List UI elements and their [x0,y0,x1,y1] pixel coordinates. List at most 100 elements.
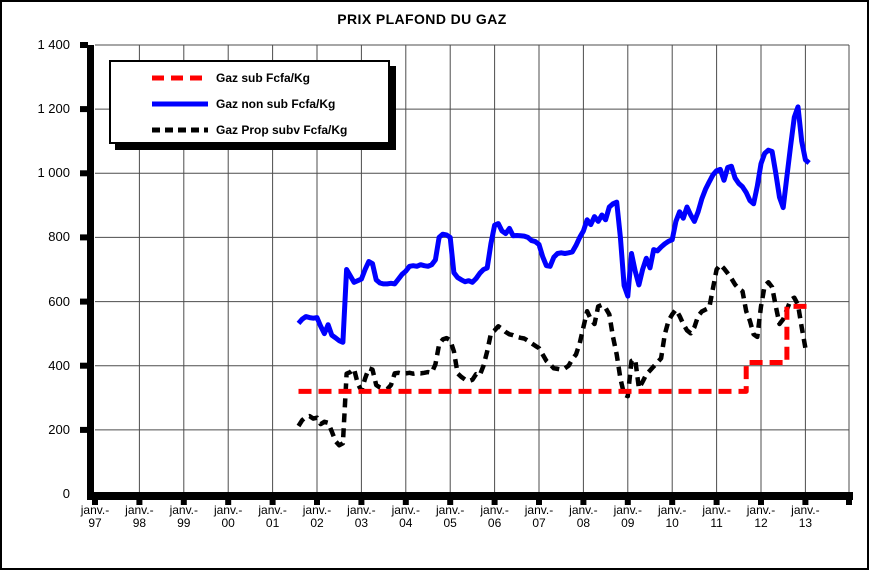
legend-label: Gaz Prop subv Fcfa/Kg [216,123,348,137]
legend-label: Gaz sub Fcfa/Kg [216,71,311,85]
x-tick-label-year: 97 [88,516,102,530]
x-axis-tick [136,499,143,505]
legend-label: Gaz non sub Fcfa/Kg [216,97,336,111]
y-axis-tick [80,42,88,48]
legend-item: Gaz Prop subv Fcfa/Kg [111,117,388,143]
x-tick-label: janv.- 00 [206,504,250,530]
x-tick-label-year: 08 [576,516,591,530]
x-tick-label-year: 01 [265,516,280,530]
x-axis-tick [314,499,320,505]
x-axis-tick [624,499,631,505]
x-axis-tick [536,499,542,505]
x-tick-label-year: 04 [399,516,413,530]
x-tick-label: janv.- 01 [251,504,295,530]
y-axis-tick [80,106,88,113]
x-tick-label-month: janv.- [746,503,776,517]
x-tick-label-month: janv.- [480,503,509,517]
x-tick-label-month: janv.- [213,503,243,517]
legend-line-sample [152,75,208,81]
x-axis-tick [491,499,498,505]
x-tick-label-year: 12 [754,516,768,530]
x-tick-label-year: 09 [621,516,635,530]
x-axis-bar [87,492,853,500]
x-tick-label-month: janv.- [302,503,332,517]
y-tick-label: 1 200 [37,101,70,117]
x-tick-label-year: 06 [487,516,502,530]
x-tick-label: janv.- 99 [162,504,206,530]
y-axis-tick [80,426,88,433]
y-axis-tick [80,298,88,305]
x-tick-label-month: janv.- [435,503,465,517]
x-tick-label: janv.- 03 [339,504,383,530]
x-axis-tick [402,499,409,505]
x-tick-label: janv.- 02 [295,504,339,530]
x-tick-label: janv.- 13 [783,504,827,530]
y-tick-label: 1 400 [37,37,70,52]
chart-title: PRIX PLAFOND DU GAZ [337,11,507,27]
y-tick-label: 600 [48,293,70,309]
x-tick-label-year: 05 [443,516,457,530]
y-tick-label: 0 [62,486,70,501]
x-axis-tick [802,499,809,505]
y-tick-label: 200 [48,421,70,437]
x-tick-label-month: janv.- [169,503,199,517]
x-tick-label: janv.- 08 [561,504,605,530]
x-axis-tick [92,499,98,505]
y-tick-label: 1 000 [37,165,70,181]
x-axis-tick [269,499,276,505]
x-tick-label: janv.- 07 [517,504,561,530]
legend-line-sample [152,101,208,107]
x-tick-label: janv.- 11 [695,504,739,530]
y-axis-bar [87,45,94,500]
x-tick-label-month: janv.- [569,503,598,517]
legend-item: Gaz sub Fcfa/Kg [111,65,388,91]
y-axis-tick [80,170,88,177]
x-axis-tick [180,499,187,505]
legend-item: Gaz non sub Fcfa/Kg [111,91,388,117]
x-tick-label: janv.- 09 [606,504,650,530]
x-tick-label-year: 10 [665,516,679,530]
x-tick-label: janv.- 97 [73,504,117,530]
x-tick-label-year: 13 [798,516,813,530]
x-tick-label: janv.- 05 [428,504,472,530]
x-tick-label-year: 03 [354,516,369,530]
x-tick-label-year: 02 [310,516,324,530]
x-tick-label-month: janv.- [657,503,687,517]
x-axis-tick [447,499,454,505]
x-tick-label-month: janv.- [791,503,820,517]
x-tick-label-month: janv.- [391,503,421,517]
y-tick-label: 800 [48,229,70,245]
x-tick-label-month: janv.- [347,503,376,517]
legend: Gaz sub Fcfa/Kg Gaz non sub Fcfa/Kg Gaz Pr… [109,60,390,144]
x-axis-tick [580,499,587,505]
x-tick-label-year: 00 [221,516,235,530]
x-tick-label-year: 98 [132,516,147,530]
x-axis-tick [758,499,764,505]
x-tick-label-year: 11 [710,516,723,530]
x-tick-label-year: 07 [532,516,546,530]
x-axis-tick [358,499,365,505]
x-tick-label-month: janv.- [524,503,554,517]
x-tick-label: janv.- 06 [473,504,517,530]
legend-line-sample [152,127,208,133]
x-tick-label: janv.- 12 [739,504,783,530]
x-axis-tick [225,499,232,505]
x-tick-label: janv.- 10 [650,504,694,530]
x-axis-tick [669,499,676,505]
x-tick-label-month: janv.- [258,503,287,517]
y-axis-tick [80,362,88,369]
x-axis-tick [713,499,720,505]
series-line-1 [296,104,811,345]
x-tick-label: janv.- 04 [384,504,428,530]
y-tick-label: 400 [48,357,70,373]
y-axis-tick [80,234,88,241]
x-tick-label-month: janv.- [80,503,110,517]
x-tick-label-month: janv.- [702,503,731,517]
x-tick-label-month: janv.- [125,503,154,517]
x-tick-label: janv.- 98 [117,504,161,530]
series-line-2 [296,262,810,448]
series-line-0 [298,303,810,394]
x-axis-tick [846,499,852,505]
x-tick-label-year: 99 [177,516,191,530]
